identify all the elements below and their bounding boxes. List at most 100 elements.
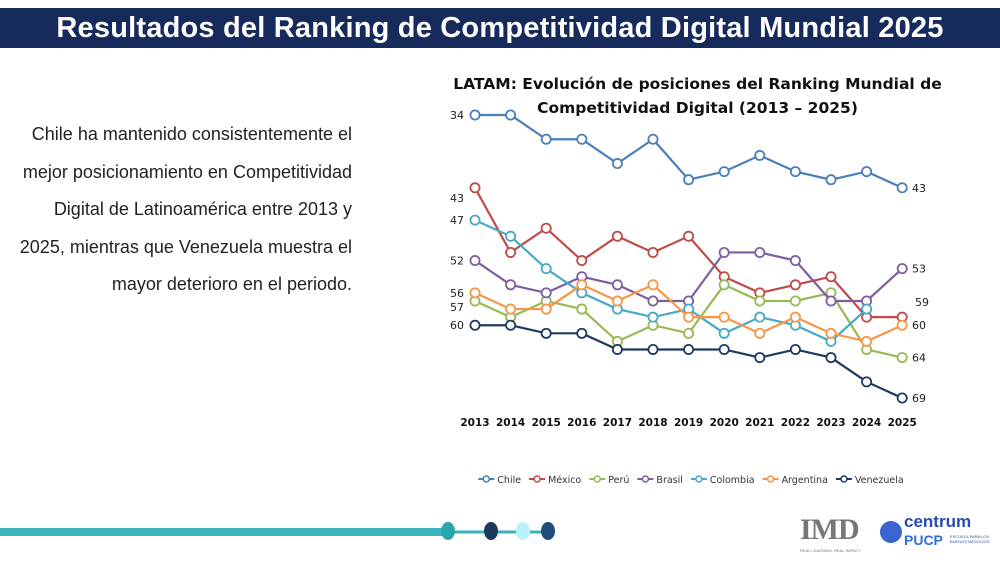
data-point-méxico <box>789 279 801 291</box>
end-label-venezuela: 69 <box>912 392 926 405</box>
data-point-brasil <box>469 255 481 267</box>
legend-marker-venezuela <box>840 475 848 483</box>
legend-marker-méxico <box>533 475 541 483</box>
start-label-colombia: 47 <box>450 214 464 227</box>
end-label-brasil: 53 <box>912 263 926 276</box>
data-point-chile <box>611 158 623 170</box>
data-point-méxico <box>576 255 588 267</box>
start-label-argentina: 56 <box>450 287 464 300</box>
imd-tagline: REAL LEARNING. REAL IMPACT <box>800 548 861 553</box>
x-tick-label: 2016 <box>567 417 596 429</box>
decorative-timeline <box>0 522 555 540</box>
data-point-colombia <box>540 263 552 275</box>
data-point-chile <box>647 133 659 145</box>
data-point-venezuela <box>861 376 873 388</box>
x-tick-label: 2019 <box>674 417 703 429</box>
data-point-venezuela <box>754 352 766 364</box>
data-point-chile <box>825 174 837 186</box>
data-point-colombia <box>647 311 659 323</box>
legend-marker-brasil <box>641 475 650 483</box>
data-point-argentina <box>825 327 837 339</box>
chart-title: LATAM: Evolución de posiciones del Ranki… <box>440 72 955 120</box>
data-point-venezuela <box>540 327 552 339</box>
chart-title-line1: LATAM: Evolución de posiciones del Ranki… <box>453 75 942 93</box>
series-line-colombia <box>474 219 868 343</box>
data-point-venezuela <box>576 327 588 339</box>
data-point-argentina <box>611 295 623 307</box>
data-point-colombia <box>718 327 730 339</box>
start-label-chile: 34 <box>450 109 464 122</box>
data-point-venezuela <box>469 319 481 331</box>
data-point-méxico <box>469 182 481 194</box>
data-point-chile <box>505 109 517 121</box>
data-point-méxico <box>683 230 695 242</box>
end-label-perú: 64 <box>912 352 926 365</box>
legend-label-colombia: Colombia <box>710 475 755 486</box>
data-point-brasil <box>611 279 623 291</box>
data-point-argentina <box>718 311 730 323</box>
x-tick-label: 2020 <box>710 417 739 429</box>
data-point-venezuela <box>647 343 659 355</box>
deco-bar <box>0 528 448 536</box>
data-point-argentina <box>683 311 695 323</box>
pucp-tagline: ESCUELA PARA LOS BUENOS NEGOCIOS <box>950 534 990 544</box>
legend-label-brasil: Brasil <box>656 475 682 486</box>
x-tick-label: 2015 <box>532 417 561 429</box>
data-point-chile <box>789 166 801 178</box>
data-point-argentina <box>576 279 588 291</box>
series-line-brasil <box>474 251 903 303</box>
legend-marker-colombia <box>695 475 703 483</box>
legend-label-argentina: Argentina <box>782 475 828 486</box>
data-point-venezuela <box>718 343 730 355</box>
data-point-brasil <box>754 246 766 258</box>
data-point-argentina <box>469 287 481 299</box>
data-point-brasil <box>825 295 837 307</box>
data-point-chile <box>861 166 873 178</box>
deco-dot <box>484 522 498 540</box>
data-point-brasil <box>647 295 659 307</box>
x-tick-label: 2023 <box>816 417 845 429</box>
logos: IMD REAL LEARNING. REAL IMPACT centrum P… <box>800 505 995 559</box>
data-point-argentina <box>789 311 801 323</box>
data-point-brasil <box>505 279 517 291</box>
data-point-venezuela <box>683 343 695 355</box>
start-label-venezuela: 60 <box>450 319 464 332</box>
data-point-brasil <box>540 287 552 299</box>
x-tick-label: 2024 <box>852 417 881 429</box>
deco-dot <box>541 522 555 540</box>
data-point-perú <box>789 295 801 307</box>
x-tick-label: 2025 <box>888 417 917 429</box>
data-point-méxico <box>647 246 659 258</box>
x-tick-label: 2021 <box>745 417 774 429</box>
data-point-chile <box>896 182 908 194</box>
data-point-perú <box>683 327 695 339</box>
legend-label-perú: Perú <box>608 475 629 486</box>
legend-marker-argentina <box>766 475 775 483</box>
data-point-chile <box>469 109 481 121</box>
legend-marker-chile <box>482 475 491 483</box>
pucp-logo: PUCP <box>904 532 943 548</box>
data-point-méxico <box>540 222 552 234</box>
data-point-méxico <box>825 271 837 283</box>
end-label-chile: 43 <box>912 182 926 195</box>
data-point-brasil <box>789 255 801 267</box>
data-point-brasil <box>896 263 908 275</box>
data-point-venezuela <box>789 343 801 355</box>
data-point-venezuela <box>896 392 908 404</box>
end-label-méxico: 59 <box>915 296 929 309</box>
x-tick-label: 2013 <box>460 417 489 429</box>
data-point-chile <box>576 133 588 145</box>
end-label-argentina: 60 <box>912 319 926 332</box>
start-label-brasil: 52 <box>450 255 464 268</box>
data-point-argentina <box>647 279 659 291</box>
legend-marker-perú <box>593 475 601 483</box>
data-point-méxico <box>611 230 623 242</box>
data-point-chile <box>754 149 766 161</box>
data-point-venezuela <box>611 343 623 355</box>
start-label-méxico: 43 <box>450 192 464 205</box>
pucp-seal-icon <box>880 521 902 543</box>
imd-logo: IMD <box>800 513 860 546</box>
data-point-perú <box>576 303 588 315</box>
data-point-colombia <box>754 311 766 323</box>
